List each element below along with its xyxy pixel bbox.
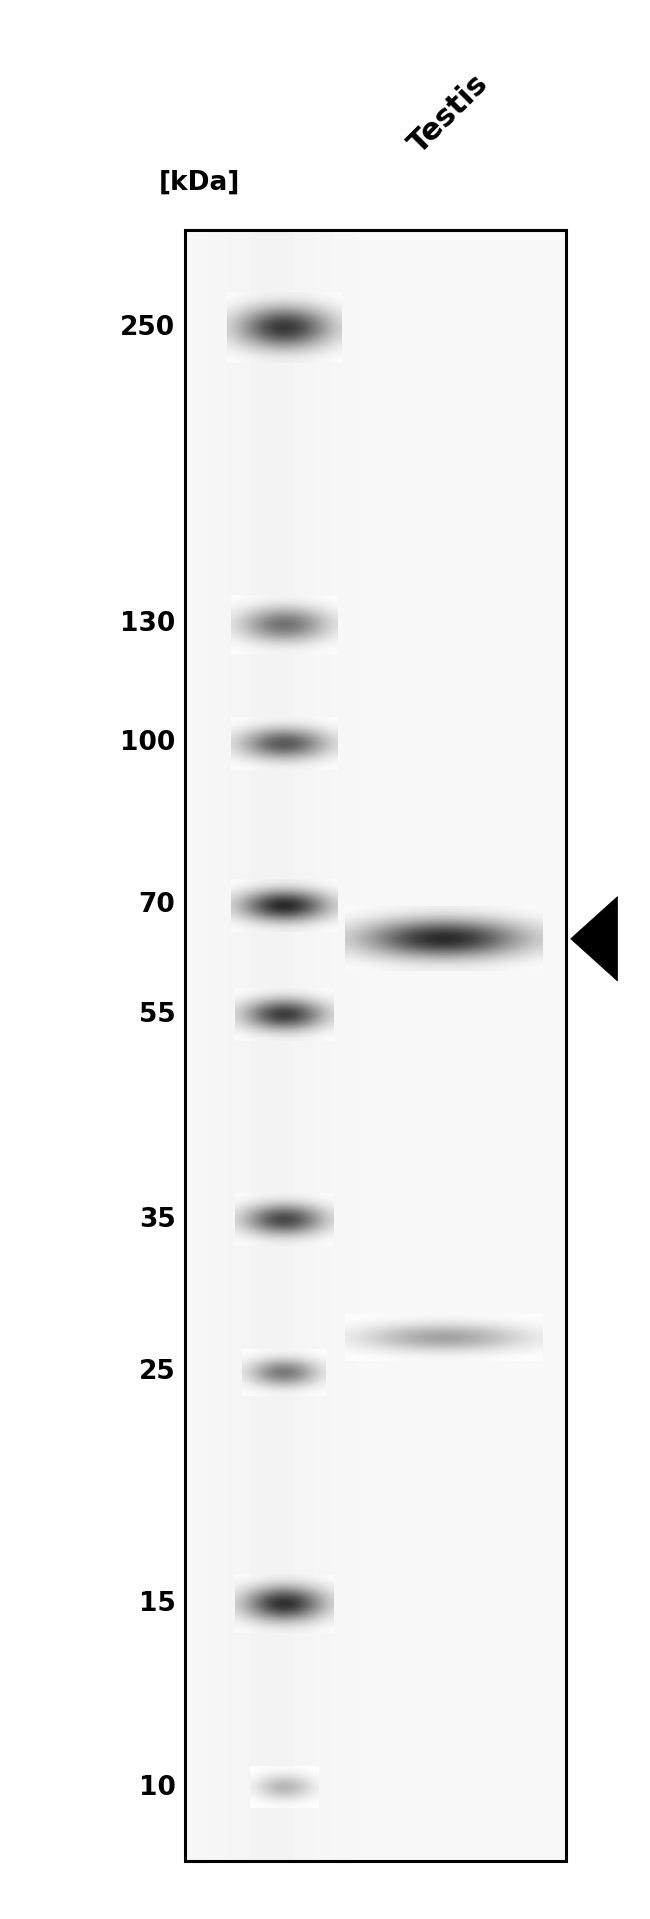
- Text: 70: 70: [138, 892, 176, 917]
- Text: Testis: Testis: [404, 69, 494, 159]
- Text: 55: 55: [138, 1002, 176, 1027]
- Text: 130: 130: [120, 612, 176, 637]
- Text: 35: 35: [138, 1207, 176, 1232]
- Text: 250: 250: [120, 315, 176, 342]
- Text: 10: 10: [138, 1775, 176, 1800]
- Bar: [185, 230, 566, 1861]
- Text: 25: 25: [138, 1359, 176, 1386]
- Bar: [185, 230, 566, 1861]
- Text: 100: 100: [120, 731, 176, 756]
- Text: [kDa]: [kDa]: [159, 169, 240, 196]
- Polygon shape: [571, 896, 618, 981]
- Text: 15: 15: [138, 1591, 176, 1618]
